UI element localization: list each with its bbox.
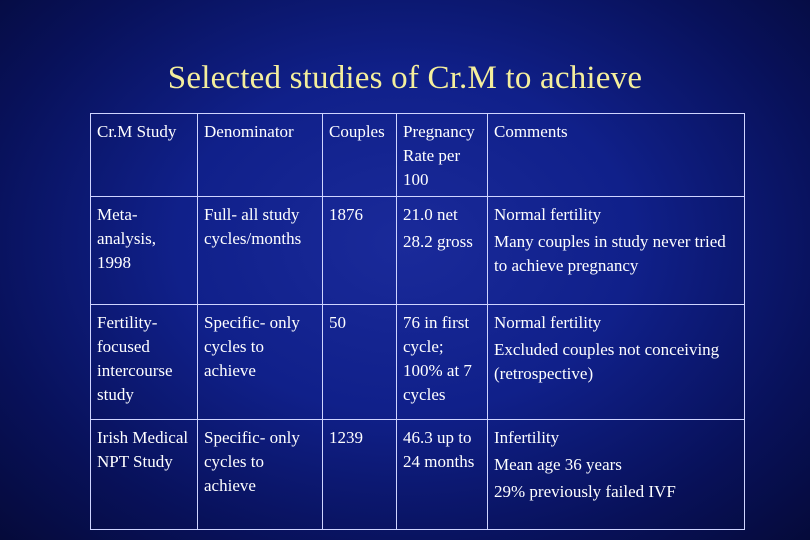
cell-study: Fertility-focused intercourse study	[90, 304, 198, 420]
rate-line: 28.2 gross	[403, 232, 473, 251]
rate-line: 21.0 net	[403, 205, 458, 224]
table-row: Fertility-focused intercourse study Spec…	[90, 304, 745, 420]
header-denominator: Denominator	[197, 113, 323, 197]
cell-couples: 1239	[322, 419, 397, 530]
slide-title: Selected studies of Cr.M to achieve	[167, 60, 643, 96]
cell-study: Meta-analysis, 1998	[90, 196, 198, 305]
cell-study: Irish Medical NPT Study	[90, 419, 198, 530]
comment-line: Excluded couples not conceiving (retrosp…	[494, 340, 720, 383]
cell-rate: 21.0 net 28.2 gross	[396, 196, 488, 305]
header-couples: Couples	[322, 113, 397, 197]
comment-line: Normal fertility	[494, 313, 602, 332]
comment-line: Many couples in study never tried to ach…	[494, 232, 726, 275]
cell-couples: 1876	[322, 196, 397, 305]
header-rate: Pregnancy Rate per 100	[396, 113, 488, 197]
header-comments: Comments	[487, 113, 745, 197]
comment-line: 29% previously failed IVF	[494, 482, 676, 501]
cell-denominator: Specific- only cycles to achieve	[197, 419, 323, 530]
comment-line: Normal fertility	[494, 205, 602, 224]
header-study: Cr.M Study	[90, 113, 198, 197]
studies-table: Cr.M Study Denominator Couples Pregnancy…	[90, 113, 745, 530]
cell-denominator: Full- all study cycles/months	[197, 196, 323, 305]
comment-line: Mean age 36 years	[494, 455, 622, 474]
cell-couples: 50	[322, 304, 397, 420]
cell-denominator: Specific- only cycles to achieve	[197, 304, 323, 420]
cell-rate: 76 in first cycle; 100% at 7 cycles	[396, 304, 488, 420]
cell-comments: Normal fertility Many couples in study n…	[487, 196, 745, 305]
cell-rate: 46.3 up to 24 months	[396, 419, 488, 530]
comment-line: Infertility	[494, 428, 560, 447]
table-row: Meta-analysis, 1998 Full- all study cycl…	[90, 196, 745, 305]
cell-comments: Infertility Mean age 36 years 29% previo…	[487, 419, 745, 530]
table-header-row: Cr.M Study Denominator Couples Pregnancy…	[90, 113, 745, 197]
cell-comments: Normal fertility Excluded couples not co…	[487, 304, 745, 420]
table-row: Irish Medical NPT Study Specific- only c…	[90, 419, 745, 530]
